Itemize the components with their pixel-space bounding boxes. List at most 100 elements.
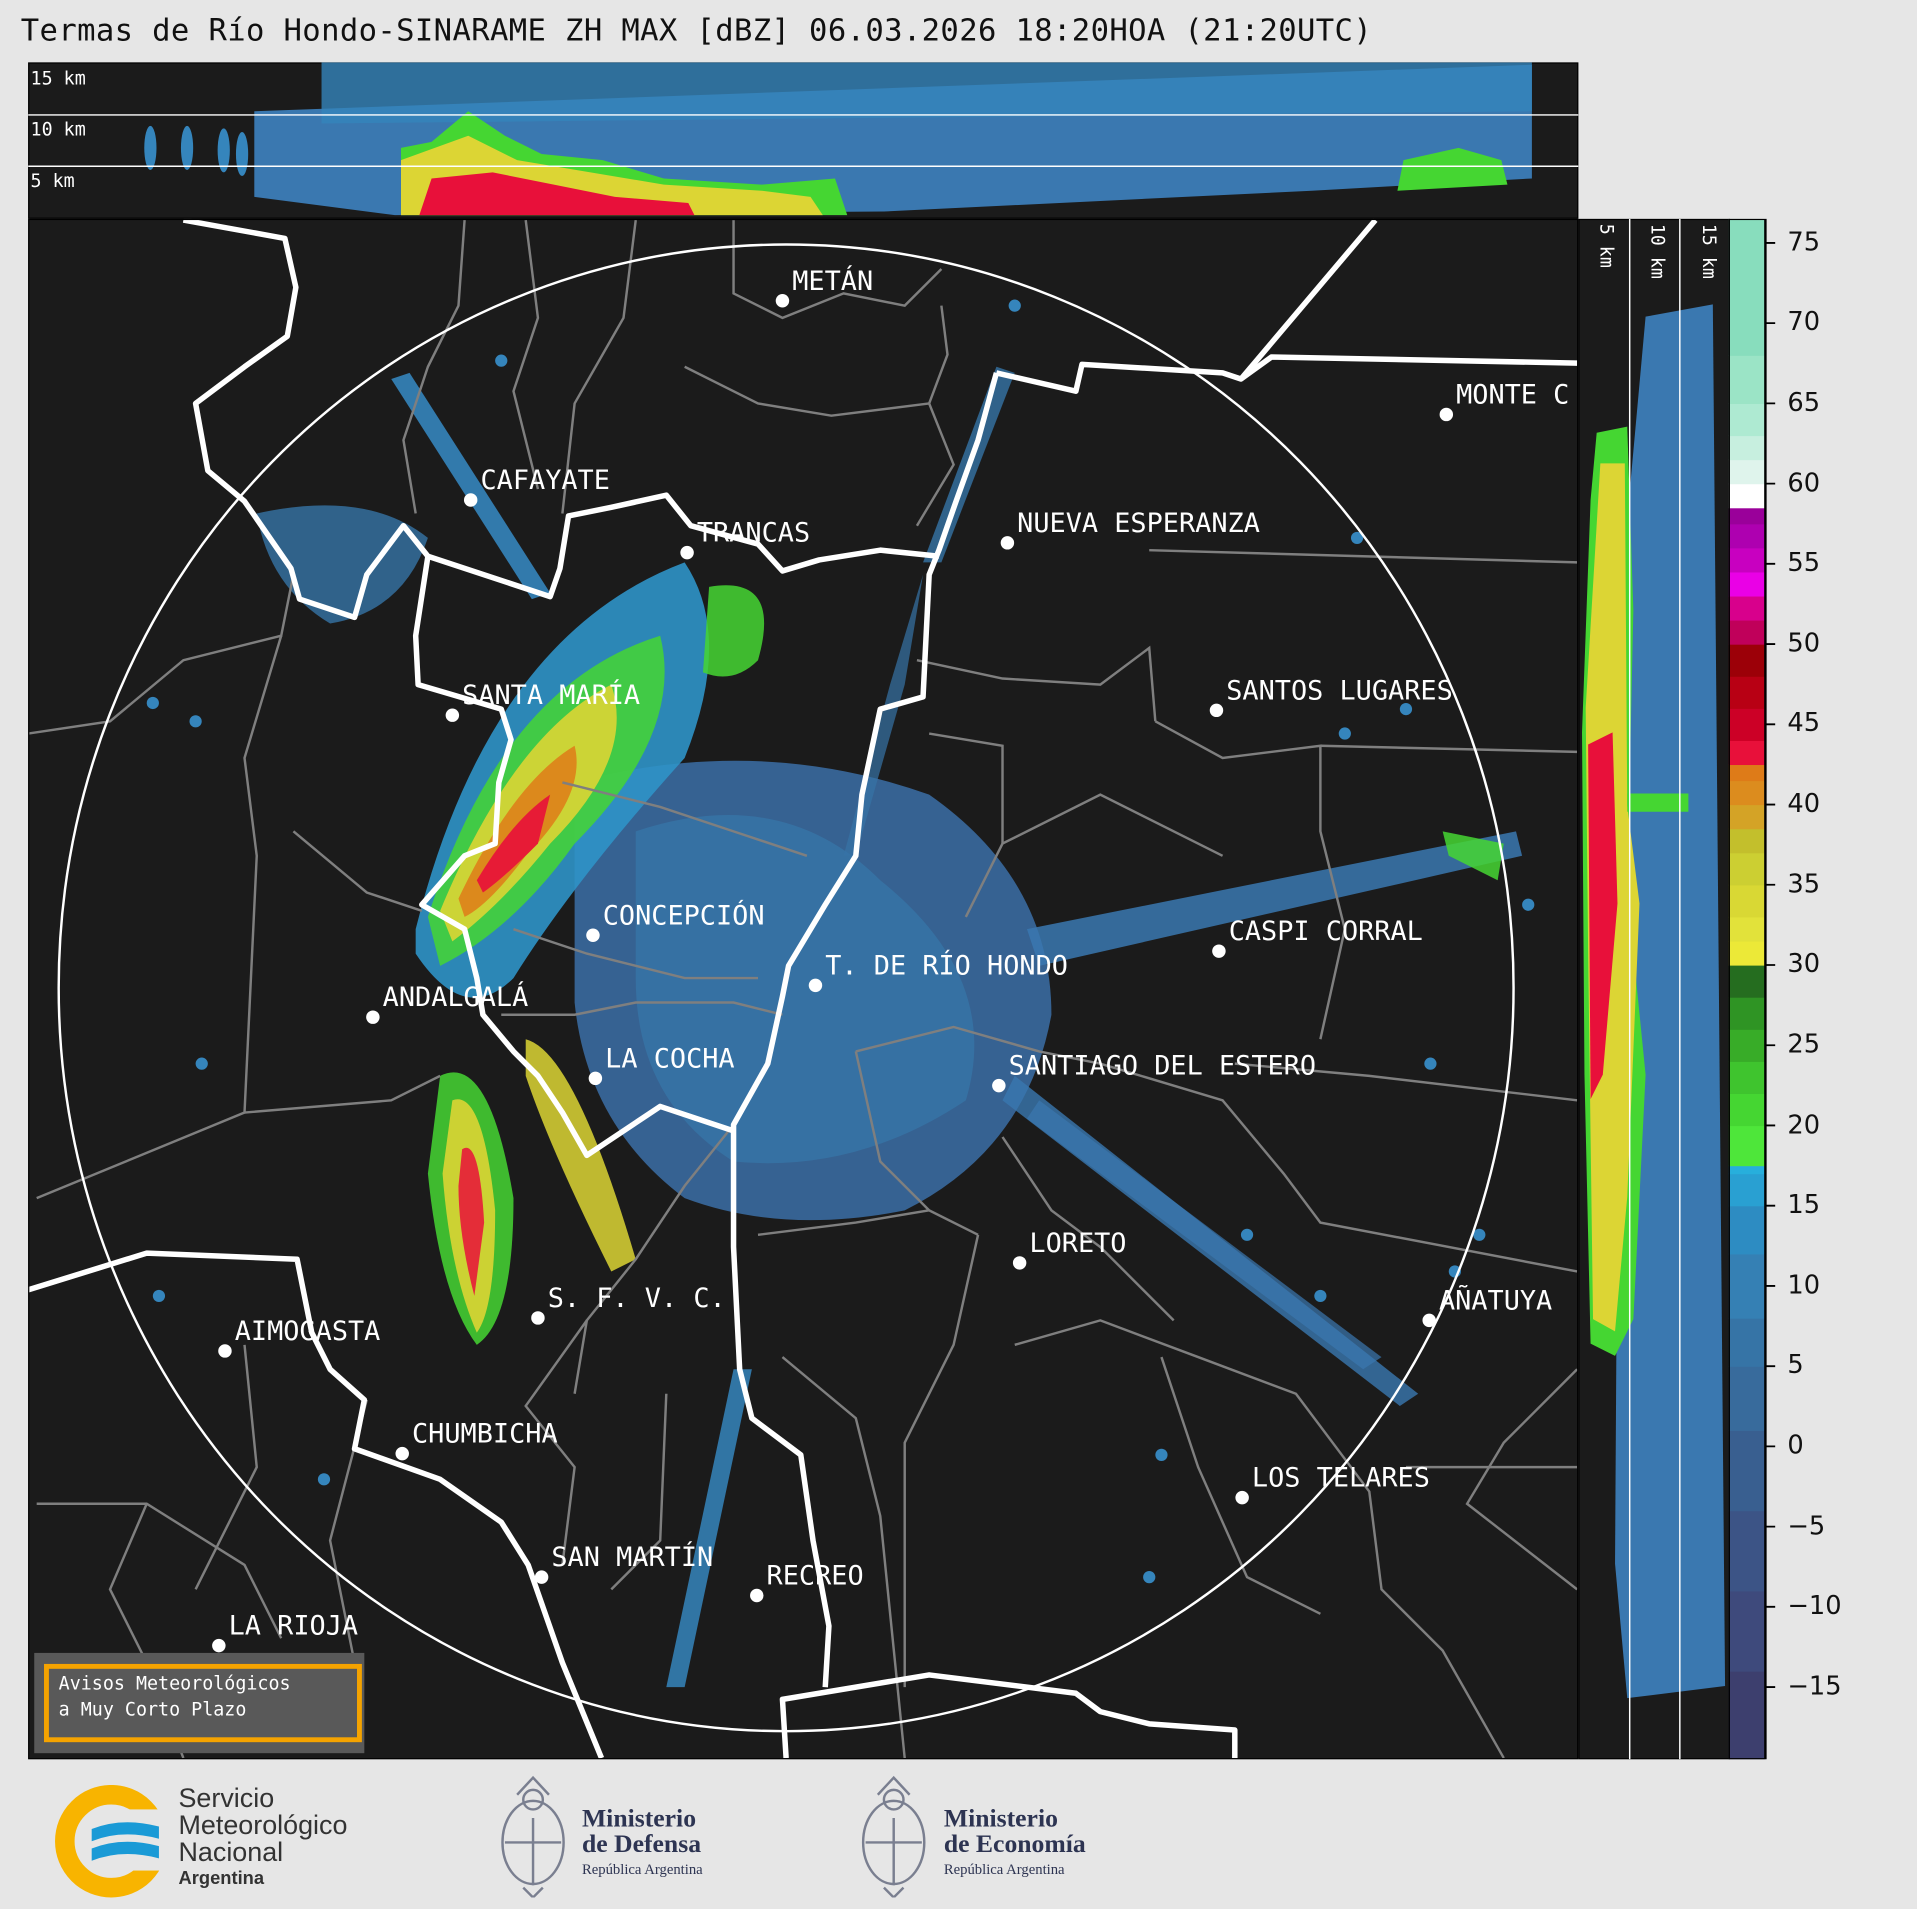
city-marker: SANTA MARÍA [445, 679, 640, 722]
city-dot [1235, 1490, 1249, 1505]
colorbar-band [1728, 1430, 1766, 1512]
city-marker: CAFAYATE [463, 465, 610, 507]
colorbar-tick-label: 70 [1787, 307, 1821, 337]
height-label-5km: 5 km [31, 171, 75, 192]
colorbar-tick-label: 50 [1787, 628, 1821, 658]
city-label: LA COCHA [605, 1043, 734, 1074]
city-marker: CASPI CORRAL [1212, 916, 1423, 958]
warning-line2: a Muy Corto Plazo [58, 1698, 247, 1721]
city-dot [588, 1071, 603, 1086]
colorbar-band [1728, 852, 1766, 886]
colorbar-band [1728, 355, 1766, 404]
colorbar-band [1728, 884, 1766, 918]
side-height-5km: 5 km [1595, 224, 1616, 268]
city-dot [531, 1311, 545, 1325]
city-marker: LA COCHA [588, 1043, 735, 1086]
colorbar-band [1728, 571, 1766, 597]
colorbar-tick-label: 65 [1787, 387, 1821, 417]
city-dot [808, 978, 823, 993]
city-label: CHUMBICHA [412, 1419, 558, 1450]
city-marker: RECREO [750, 1560, 864, 1603]
colorbar-band [1728, 740, 1766, 766]
colorbar-band [1728, 1029, 1766, 1062]
city-marker: SAN MARTÍN [534, 1541, 713, 1584]
city-label: METÁN [792, 265, 873, 297]
city-marker: MONTE C [1439, 379, 1569, 422]
colorbar-tick-label: 5 [1787, 1350, 1804, 1380]
city-marker: LA RIOJA [212, 1611, 358, 1653]
side-height-10km: 10 km [1647, 224, 1668, 279]
city-markers: METÁN CAFAYATE TRANCAS NUEVA ESPERANZA MONTE… [212, 265, 1569, 1653]
city-dot [1012, 1256, 1027, 1270]
colorbar-band [1728, 1366, 1766, 1431]
colorbar-tick-label: −15 [1787, 1671, 1842, 1701]
top-echo-profile [144, 62, 1532, 216]
colorbar-tick-label: 40 [1787, 788, 1821, 818]
side-height-15km: 15 km [1698, 224, 1719, 279]
city-dot [445, 708, 460, 722]
city-marker: CHUMBICHA [395, 1419, 558, 1461]
city-dot [1422, 1313, 1436, 1328]
colorbar-band [1728, 644, 1766, 677]
city-dot [463, 493, 478, 507]
colorbar-tick-label: 0 [1787, 1430, 1804, 1460]
city-label: S. F. V. C. [548, 1283, 726, 1314]
colorbar-band [1728, 1093, 1766, 1127]
colorbar-band [1728, 1205, 1766, 1255]
city-dot [750, 1588, 764, 1603]
colorbar-band [1728, 1590, 1766, 1672]
colorbar-tick-label: 55 [1787, 547, 1821, 578]
warning-line1: Avisos Meteorológicos [58, 1672, 291, 1695]
city-marker: ANDALGALÁ [366, 981, 528, 1024]
colorbar-band [1728, 1318, 1766, 1367]
colorbar-tick-label: −10 [1787, 1590, 1842, 1621]
colorbar-tick-label: 10 [1787, 1270, 1821, 1300]
colorbar-tick-label: 25 [1787, 1029, 1821, 1059]
colorbar-band [1728, 828, 1766, 854]
defensa-logo-text: Ministerio de Defensa República Argentin… [581, 1803, 703, 1883]
city-marker: AIMOGASTA [218, 1316, 380, 1358]
warning-box[interactable]: Avisos Meteorológicos a Muy Corto Plazo [34, 1652, 365, 1754]
city-dot [395, 1446, 409, 1461]
colorbar-band [1728, 547, 1766, 573]
colorbar-band [1728, 1510, 1766, 1592]
colorbar-band [1728, 676, 1766, 709]
city-label: AIMOGASTA [235, 1316, 381, 1347]
city-label: ANDALGALÁ [383, 981, 529, 1013]
side-cross-section-panel: 5 km 10 km 15 km [1578, 218, 1730, 1760]
city-dot [1000, 536, 1015, 550]
city-dot [534, 1570, 549, 1584]
city-dot [1439, 407, 1454, 422]
colorbar-band [1728, 964, 1766, 998]
city-marker: SANTIAGO DEL ESTERO [992, 1051, 1316, 1093]
defensa-line3: República Argentina [581, 1860, 703, 1878]
colorbar-band [1728, 997, 1766, 1030]
city-marker: NUEVA ESPERANZA [1000, 508, 1260, 550]
colorbar-band [1728, 916, 1766, 942]
city-marker: S. F. V. C. [531, 1283, 726, 1325]
city-label: SANTOS LUGARES [1226, 675, 1453, 706]
city-marker: SANTOS LUGARES [1209, 675, 1453, 718]
city-label: LOS TELARES [1252, 1463, 1430, 1494]
height-label-15km: 15 km [31, 68, 86, 89]
city-label: LORETO [1029, 1228, 1126, 1259]
city-label: NUEVA ESPERANZA [1017, 508, 1260, 539]
city-dot [212, 1638, 226, 1653]
smn-line4: Argentina [178, 1868, 265, 1889]
city-dot [366, 1010, 380, 1024]
colorbar-band [1728, 459, 1766, 485]
smn-line1: Servicio [178, 1782, 275, 1814]
defensa-line1: Ministerio [581, 1803, 697, 1833]
city-label: CASPI CORRAL [1229, 916, 1423, 947]
colorbar-band [1728, 1253, 1766, 1319]
smn-line3: Nacional [178, 1836, 284, 1867]
city-marker: CONCEPCIÓN [586, 899, 765, 942]
city-dot [1209, 703, 1224, 718]
radar-map[interactable]: METÁN CAFAYATE TRANCAS NUEVA ESPERANZA MONTE… [28, 218, 1579, 1760]
colorbar-tick-label: 15 [1787, 1189, 1821, 1220]
colorbar-tick-label: 60 [1787, 467, 1821, 498]
colorbar-band [1728, 1671, 1766, 1760]
city-label: MONTE C [1456, 379, 1569, 410]
city-label: CONCEPCIÓN [603, 899, 765, 931]
